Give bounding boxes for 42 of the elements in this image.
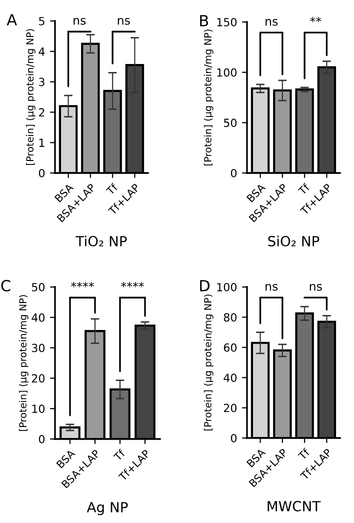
y-tick-label: 20 (32, 374, 45, 383)
y-tick-label: 30 (32, 344, 45, 352)
y-tick-label: 40 (224, 374, 237, 382)
y-tick-label: 10 (32, 404, 45, 413)
y-axis-title: [Protein] (µg protein/mg NP) (204, 30, 214, 166)
annotation: **** (71, 282, 94, 288)
y-tick-label: 0 (230, 434, 237, 442)
text: C (1, 280, 10, 292)
y-axis-title: [Protein] (µg protein/mg NP) (204, 294, 214, 430)
y-tick-label: 50 (224, 118, 237, 128)
annotation: ns (266, 18, 278, 26)
y-tick-label: 5 (39, 17, 44, 26)
annotation: ns (118, 18, 130, 25)
y-tick-label: 0 (38, 434, 45, 444)
annotation: ** (310, 16, 322, 22)
x-axis-title: SiO₂ NP (268, 236, 320, 246)
y-tick-label: 100 (217, 68, 237, 77)
y-tick-label: 0 (230, 168, 237, 178)
y-axis-title: [Protein] (µg protein/mg NP) (26, 29, 36, 165)
y-tick-label: 20 (224, 404, 237, 412)
text: A (6, 14, 17, 26)
text: B (200, 15, 208, 26)
y-axis-title: [Protein] (µg protein/mg NP) (18, 295, 28, 431)
annotation: **** (121, 282, 144, 288)
text: D (200, 280, 210, 292)
y-tick-label: 4 (38, 48, 45, 56)
y-tick-label: 50 (32, 282, 45, 292)
y-tick-label: 100 (217, 282, 237, 292)
annotation: ns (74, 18, 86, 25)
x-axis-title: MWCNT (268, 500, 321, 512)
y-tick-label: 3 (39, 78, 44, 86)
x-axis-title: TiO₂ NP (76, 236, 127, 246)
y-tick-label: 2 (39, 108, 44, 116)
y-tick-label: 150 (217, 18, 237, 26)
y-tick-label: 1 (39, 138, 44, 147)
y-tick-label: 40 (32, 313, 45, 322)
y-tick-label: 80 (224, 313, 237, 322)
y-tick-label: 60 (224, 343, 237, 352)
annotation: ns (266, 284, 278, 291)
x-axis-title: Ag NP (86, 502, 128, 516)
y-tick-label: 0 (38, 168, 45, 178)
annotation: ns (310, 284, 322, 291)
